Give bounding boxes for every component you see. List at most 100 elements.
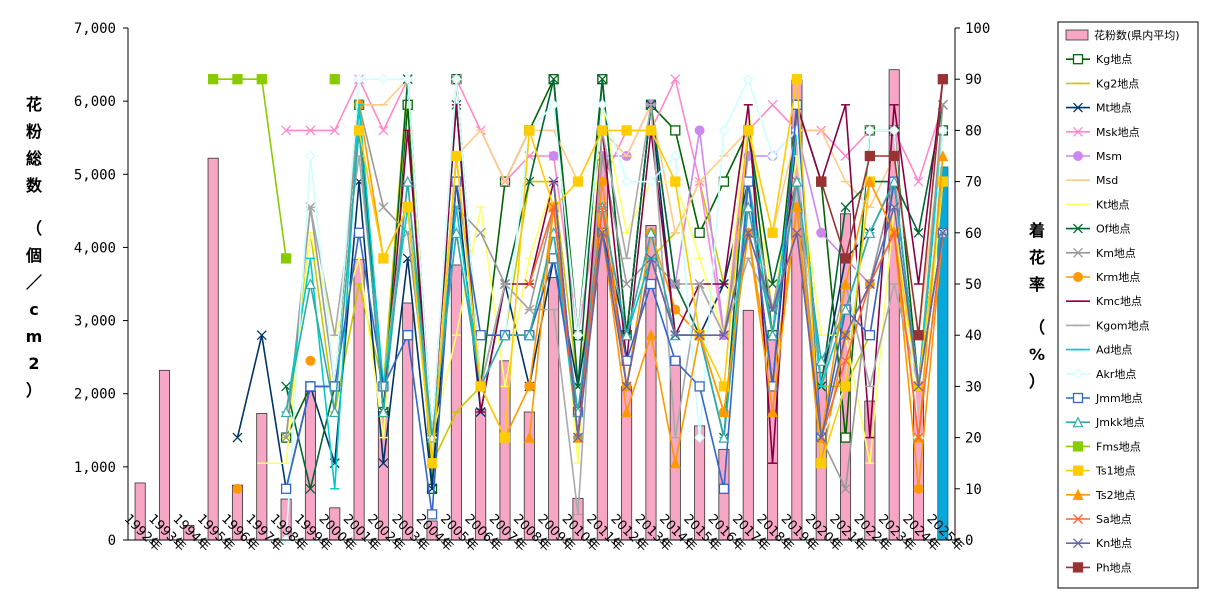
point-Kn地点-2020年 (816, 432, 827, 443)
right-axis-title: 着花率 （% ） (1028, 221, 1045, 391)
point-Fms地点-1998年 (280, 253, 292, 264)
point-Akr地点-2016年 (718, 125, 730, 136)
point-Akr地点-2011年 (596, 99, 608, 111)
point-Akr地点-2010年 (572, 329, 584, 341)
point-Ts2地点-2013年 (645, 329, 657, 341)
legend-marker (1072, 416, 1084, 428)
point-Msm-2009年 (548, 151, 559, 161)
legend-item-Kt地点: Kt地点 (1066, 198, 1130, 211)
legend-marker (1072, 392, 1084, 404)
point-Ts1地点-2019年 (791, 74, 803, 85)
point-Ts2地点-2012年 (621, 406, 633, 418)
point-Jmm地点-2005年 (451, 176, 462, 187)
legend-item-Kg2地点: Kg2地点 (1066, 77, 1139, 90)
point-Akr地点-2001年 (353, 73, 365, 85)
point-Of地点-1999年 (305, 483, 316, 494)
point-Ts2地点-2018年 (767, 406, 779, 418)
point-Kn地点-2017年 (743, 227, 754, 238)
point-Msk地点-2000年 (329, 125, 340, 136)
point-Akr地点-2018年 (767, 150, 778, 162)
legend-label: Akr地点 (1096, 368, 1136, 381)
left-axis-title-char: ／ (26, 273, 42, 292)
legend-label: Kn地点 (1096, 537, 1132, 550)
point-Msk地点-1998年 (281, 125, 292, 136)
legend-item-Mt地点: Mt地点 (1066, 102, 1132, 115)
point-Jmm地点-2018年 (767, 381, 778, 392)
right-tick-label: 40 (965, 328, 982, 344)
legend-label: Jmm地点 (1095, 392, 1143, 405)
point-Jmm地点-2006年 (475, 330, 486, 341)
point-Ts1地点-2016年 (718, 381, 730, 392)
point-Ts1地点-2007年 (499, 432, 511, 443)
point-Kg地点-2021年 (840, 432, 851, 443)
legend-marker (1072, 465, 1084, 476)
right-axis-title-char: ） (1029, 372, 1045, 391)
legend-item-Kgom地点: Kgom地点 (1066, 319, 1150, 332)
legend-item-Msd: Msd (1066, 174, 1118, 187)
point-Km地点-2021年 (840, 483, 851, 494)
point-Kn地点-2018年 (767, 304, 778, 315)
point-Of地点-2018年 (767, 279, 778, 289)
legend: 花粉数(県内平均) Kg地点 Kg2地点 Mt地点 Msk地点 Msm Msd Kt地点 Of地… (1057, 21, 1199, 589)
point-Kn地点-2019年 (791, 227, 802, 238)
left-tick-label: 1,000 (74, 460, 116, 476)
point-Jmkk地点-2013年 (645, 226, 657, 238)
left-axis-title-char: c (29, 300, 38, 319)
point-Kg地点-2003年 (402, 99, 413, 110)
point-Akr地点-2009年 (548, 99, 560, 111)
legend-item-Msk地点: Msk地点 (1066, 126, 1140, 139)
legend-item-Msm: Msm (1066, 150, 1122, 163)
point-Jmm地点-2009年 (548, 253, 559, 264)
legend-label: Ts1地点 (1095, 465, 1136, 478)
point-Kn地点-2010年 (573, 432, 583, 443)
point-Krm地点-1996年 (232, 483, 243, 494)
legend-item-Of地点: Of地点 (1066, 223, 1131, 236)
left-axis-title-char: 総 (26, 149, 42, 168)
point-Sa地点-2008年 (524, 279, 535, 289)
legend-marker (1073, 247, 1083, 258)
point-Ts2地点-2014年 (669, 457, 681, 469)
point-Ph地点-2021年 (840, 253, 851, 264)
point-Jmkk地点-2002年 (377, 406, 389, 418)
legend-item-Sa地点: Sa地点 (1066, 513, 1132, 526)
legend-label: Msk地点 (1096, 126, 1140, 139)
legend-marker (1073, 102, 1083, 113)
legend-label: Km地点 (1096, 247, 1136, 260)
point-Jmkk地点-2007年 (499, 329, 511, 341)
legend-item-Jmkk地点: Jmkk地点 (1066, 416, 1145, 429)
point-Jmm地点-2014年 (670, 355, 681, 366)
point-Akr地点-2005年 (451, 73, 462, 85)
point-Jmkk地点-2021年 (840, 303, 852, 315)
point-Jmkk地点-2000年 (329, 406, 341, 418)
right-tick-label: 30 (965, 379, 982, 395)
point-Of地点-2024年 (913, 227, 924, 238)
point-Ts2地点-2019年 (791, 201, 803, 213)
point-Ts1地点-2006年 (475, 381, 486, 392)
point-Msk地点-2002年 (378, 125, 389, 136)
point-Akr地点-2025年 (937, 125, 949, 136)
point-Of地点-2011年 (597, 74, 608, 85)
legend-item-bars: 花粉数(県内平均) (1065, 28, 1180, 42)
legend-item-Akr地点: Akr地点 (1066, 368, 1136, 381)
point-Ts1地点-2013年 (645, 125, 657, 136)
right-tick-label: 0 (965, 533, 973, 549)
right-tick-label: 90 (965, 72, 982, 88)
point-Ts2地点-2008年 (523, 431, 535, 443)
line-Of地点 (285, 79, 944, 489)
point-Akr地点-1999年 (305, 150, 316, 162)
point-Msk地点-2024年 (913, 176, 924, 187)
point-Ts1地点-2011年 (597, 125, 608, 136)
point-Jmkk地点-2008年 (523, 329, 535, 341)
left-axis-title-char: 粉 (26, 122, 42, 141)
point-Km地点-2006年 (475, 227, 486, 238)
point-Akr地点-2022年 (864, 125, 876, 136)
legend-box (1057, 21, 1199, 589)
point-Ph地点-2023年 (889, 150, 900, 162)
legend-marker (1072, 488, 1084, 500)
line-Jmkk地点 (285, 130, 944, 438)
right-tick-label: 80 (965, 123, 982, 139)
point-Km地点-1998年 (281, 432, 292, 443)
left-tick-label: 0 (108, 533, 116, 549)
